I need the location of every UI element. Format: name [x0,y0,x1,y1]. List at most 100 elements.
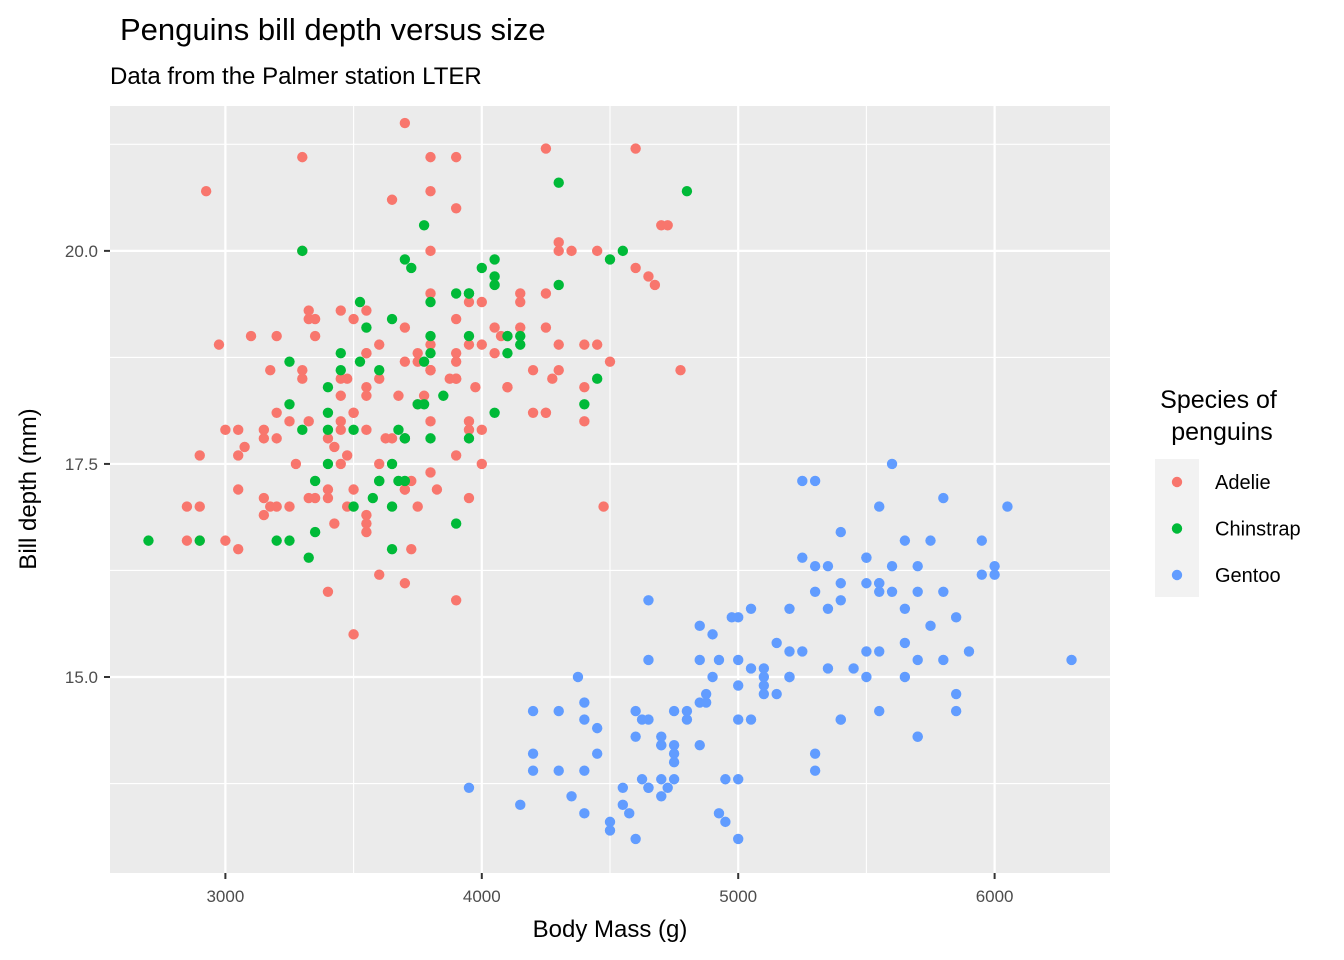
data-point-adelie [335,424,346,436]
y-tick-label: 17.5 [65,455,98,474]
data-point-gentoo [822,561,834,572]
data-point-chinstrap [322,458,334,470]
data-point-gentoo [1002,501,1013,512]
x-axis-title: Body Mass (g) [533,916,688,943]
data-point-chinstrap [502,347,513,359]
data-point-adelie [515,296,526,308]
data-point-chinstrap [418,356,430,367]
data-point-adelie [399,117,411,129]
data-point-gentoo [733,680,744,691]
data-point-gentoo [572,671,584,683]
data-point-adelie [303,305,314,316]
data-point-adelie [418,390,430,401]
data-point-gentoo [886,561,898,572]
data-point-gentoo [707,671,718,683]
data-point-chinstrap [386,458,398,470]
data-point-adelie [399,578,411,589]
data-point-gentoo [726,612,737,623]
legend-key-chinstrap [1171,523,1183,534]
data-point-adelie [233,484,244,495]
data-point-chinstrap [463,330,475,342]
data-point-adelie [361,518,372,529]
data-point-adelie [431,484,443,495]
data-point-gentoo [515,799,526,811]
data-point-chinstrap [418,399,430,410]
data-point-gentoo [643,595,654,606]
x-axis-ticks: 3000 4000 5000 6000 [206,873,1014,906]
data-point-gentoo [797,475,808,487]
data-point-chinstrap [399,433,411,444]
data-point-adelie [591,245,603,257]
data-point-gentoo [822,663,834,674]
data-point-gentoo [579,714,590,725]
data-point-gentoo [733,833,744,845]
data-point-adelie [591,339,603,350]
data-point-adelie [399,356,411,367]
data-point-adelie [329,518,340,529]
x-tick-label: 6000 [976,887,1014,906]
data-point-chinstrap [348,424,359,436]
data-point-gentoo [784,671,795,683]
data-point-chinstrap [335,347,346,359]
data-point-adelie [303,416,314,427]
data-point-chinstrap [284,399,295,410]
data-point-gentoo [636,714,648,725]
data-point-adelie [450,313,462,325]
data-point-chinstrap [406,262,417,274]
data-point-adelie [450,347,462,359]
data-point-adelie [374,373,385,384]
data-point-chinstrap [425,433,436,444]
data-point-adelie [322,586,334,597]
legend-key-gentoo [1171,569,1183,581]
data-point-gentoo [835,595,846,606]
data-point-adelie [258,509,270,521]
data-point-gentoo [963,646,975,657]
data-point-adelie [579,339,590,350]
data-point-adelie [374,569,385,580]
data-point-adelie [335,305,346,316]
data-point-gentoo [874,705,885,717]
data-point-gentoo [886,586,898,597]
data-point-gentoo [579,697,590,708]
data-point-gentoo [809,475,821,487]
series-gentoo [463,458,1077,845]
data-point-gentoo [938,492,949,504]
data-point-adelie [604,356,616,367]
data-point-adelie [553,237,564,248]
data-point-chinstrap [502,330,513,342]
data-point-chinstrap [425,296,436,308]
data-point-chinstrap [617,245,629,257]
data-point-adelie [399,484,411,495]
data-point-gentoo [668,748,680,759]
data-point-gentoo [566,791,577,802]
data-point-adelie [309,313,321,325]
data-point-adelie [425,288,436,299]
data-point-adelie [540,407,552,418]
data-point-adelie [194,450,205,461]
data-point-chinstrap [489,254,500,265]
data-point-gentoo [694,654,705,666]
data-point-adelie [412,347,423,359]
legend: Species of penguins Adelie Chinstrap Gento… [1155,386,1301,597]
legend-title: Species of penguins [1160,386,1284,446]
data-point-adelie [470,382,481,393]
data-point-adelie [181,501,193,512]
data-point-adelie [450,151,462,163]
data-point-adelie [540,288,552,299]
data-point-gentoo [720,774,731,785]
data-point-adelie [450,595,462,606]
data-point-adelie [662,220,673,231]
data-point-gentoo [861,578,872,589]
legend-label-gentoo: Gentoo [1215,565,1281,587]
data-point-gentoo [976,569,987,580]
data-point-gentoo [630,705,641,717]
data-point-adelie [297,364,308,376]
data-point-adelie [425,186,436,197]
data-point-adelie [335,390,346,401]
data-point-chinstrap [463,433,475,444]
data-point-gentoo [874,578,885,589]
data-point-gentoo [656,791,667,802]
data-point-adelie [476,296,487,308]
data-point-gentoo [758,663,770,674]
data-point-gentoo [630,833,641,845]
